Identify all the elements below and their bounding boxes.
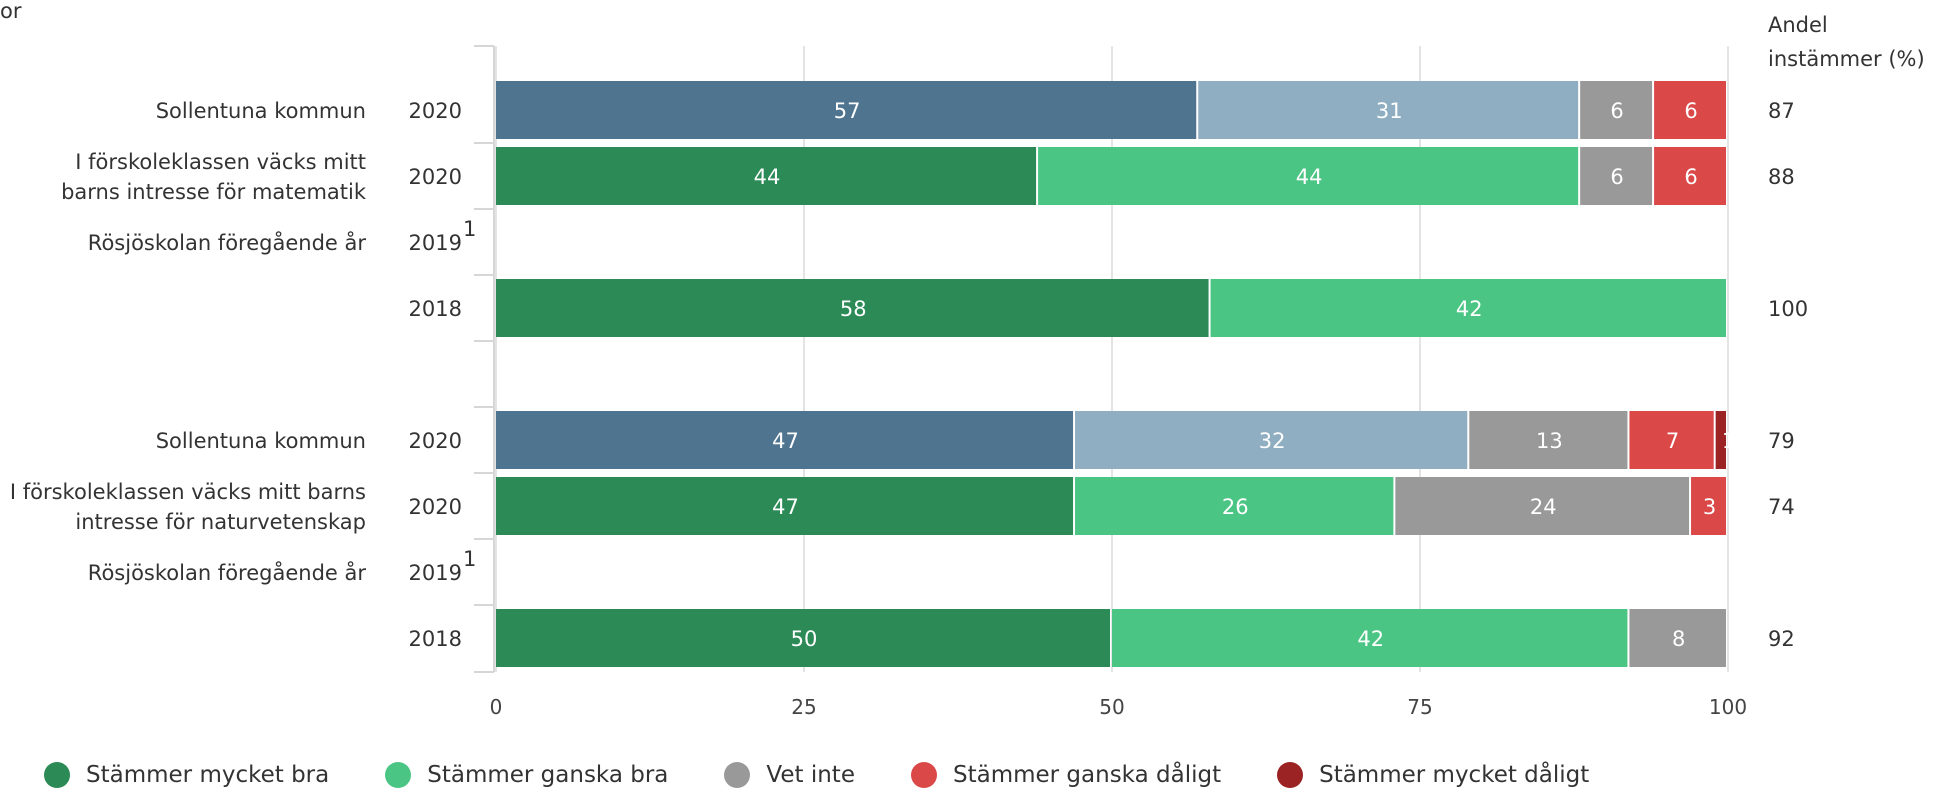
category-label: Rösjöskolan föregående år [88,560,367,585]
right-column-header: Andel [1768,13,1828,37]
bar-segment [1198,81,1579,139]
data-label: 47 [772,495,799,519]
data-label: 0 [1730,165,1743,189]
data-label: 44 [1296,165,1323,189]
bar-segment [1075,411,1468,469]
legend-item: Stämmer mycket dåligt [1277,762,1589,788]
bar-segment [1075,477,1394,535]
x-tick-label: 75 [1407,695,1432,719]
right-value: 92 [1768,627,1795,651]
x-tick-label: 0 [490,695,503,719]
right-value: 88 [1768,165,1795,189]
bar-segment [496,147,1037,205]
right-value: 74 [1768,495,1795,519]
legend-swatch-icon [910,762,937,788]
bar-segment [1691,477,1726,535]
bar-segment [1629,609,1726,667]
right-value: 87 [1768,99,1795,123]
bar-segment [1580,147,1653,205]
legend-label: Stämmer mycket bra [86,762,330,788]
legend-label: Stämmer mycket dåligt [1319,762,1590,788]
x-tick-label: 50 [1099,695,1124,719]
data-label: 0 [1730,627,1743,651]
data-label: 50 [791,627,818,651]
legend-item: Vet inte [724,762,855,788]
data-label: 26 [1222,495,1249,519]
right-column-header: instämmer (%) [1768,47,1925,71]
category-label: I förskoleklassen väcks mitt barns [10,480,366,504]
data-label: 1 [1722,429,1735,453]
bar-segment [1395,477,1690,535]
category-label: barns intresse för matematik [61,180,367,204]
data-label: 58 [840,297,867,321]
bar-segment [496,477,1074,535]
data-label: 32 [1259,429,1286,453]
bar-segment [1469,411,1628,469]
data-label: 47 [772,429,799,453]
bar-segment [1038,147,1579,205]
category-label: intresse för naturvetenskap [75,510,366,534]
data-label: 3 [1703,495,1716,519]
data-label: 6 [1684,165,1697,189]
year-label: 2018 [409,297,462,321]
bar-segment [496,81,1197,139]
legend-swatch-icon [44,762,70,788]
data-label: 7 [1666,429,1679,453]
data-label: 42 [1357,627,1384,651]
bar-segment [1629,411,1714,469]
bar-segment [1654,147,1726,205]
year-label: 2020 [409,495,462,519]
data-label: 6 [1610,99,1623,123]
year-label: 2019 [409,561,462,585]
bar-segment [496,609,1110,667]
year-footnote: 1 [463,547,476,571]
legend-item: Stämmer ganska dåligt [910,762,1222,788]
data-label: 13 [1536,429,1563,453]
legend-item: Stämmer ganska bra [385,762,668,788]
data-label: 44 [754,165,781,189]
category-label: Rösjöskolan föregående år [88,230,367,255]
year-label: 2018 [409,627,462,651]
x-tick-label: 25 [791,695,816,719]
right-value: 79 [1768,429,1795,453]
legend-label: Stämmer ganska bra [427,762,669,788]
year-label: 2020 [409,99,462,123]
legend-swatch-icon [1277,762,1304,788]
bar-segment [496,279,1209,337]
data-label: 0 [1730,297,1743,321]
right-value: 100 [1768,297,1808,321]
year-label: 2020 [409,429,462,453]
data-label: 6 [1684,99,1697,123]
year-label: 2020 [409,165,462,189]
category-label: I förskoleklassen väcks mitt [75,150,366,174]
bar-segment [1654,81,1726,139]
data-label: 31 [1376,99,1403,123]
category-label: Sollentuna kommun [156,429,366,453]
legend-label: Vet inte [766,762,855,788]
bar-segment [1210,279,1726,337]
x-tick-label: 100 [1709,695,1747,719]
bar-segment [496,411,1074,469]
legend-item: Stämmer mycket bra [44,762,329,788]
data-label: 24 [1530,495,1557,519]
bar-segment [1112,609,1628,667]
data-label: 1 [1730,99,1743,123]
chart-legend: Stämmer mycket bra Stämmer ganska bra Vet … [44,760,1645,790]
legend-label: Stämmer ganska dåligt [952,762,1222,788]
page-title-fragment: or [0,0,22,23]
data-label: 6 [1610,165,1623,189]
bar-segment [1580,81,1653,139]
data-label: 8 [1672,627,1685,651]
data-label: 42 [1456,297,1483,321]
legend-swatch-icon [724,762,751,788]
category-label: Sollentuna kommun [156,99,366,123]
year-footnote: 1 [463,217,476,241]
legend-swatch-icon [385,762,412,788]
data-label: 0 [1730,495,1743,519]
data-label: 57 [834,99,861,123]
year-label: 2019 [409,231,462,255]
bar-segment [1715,411,1726,469]
